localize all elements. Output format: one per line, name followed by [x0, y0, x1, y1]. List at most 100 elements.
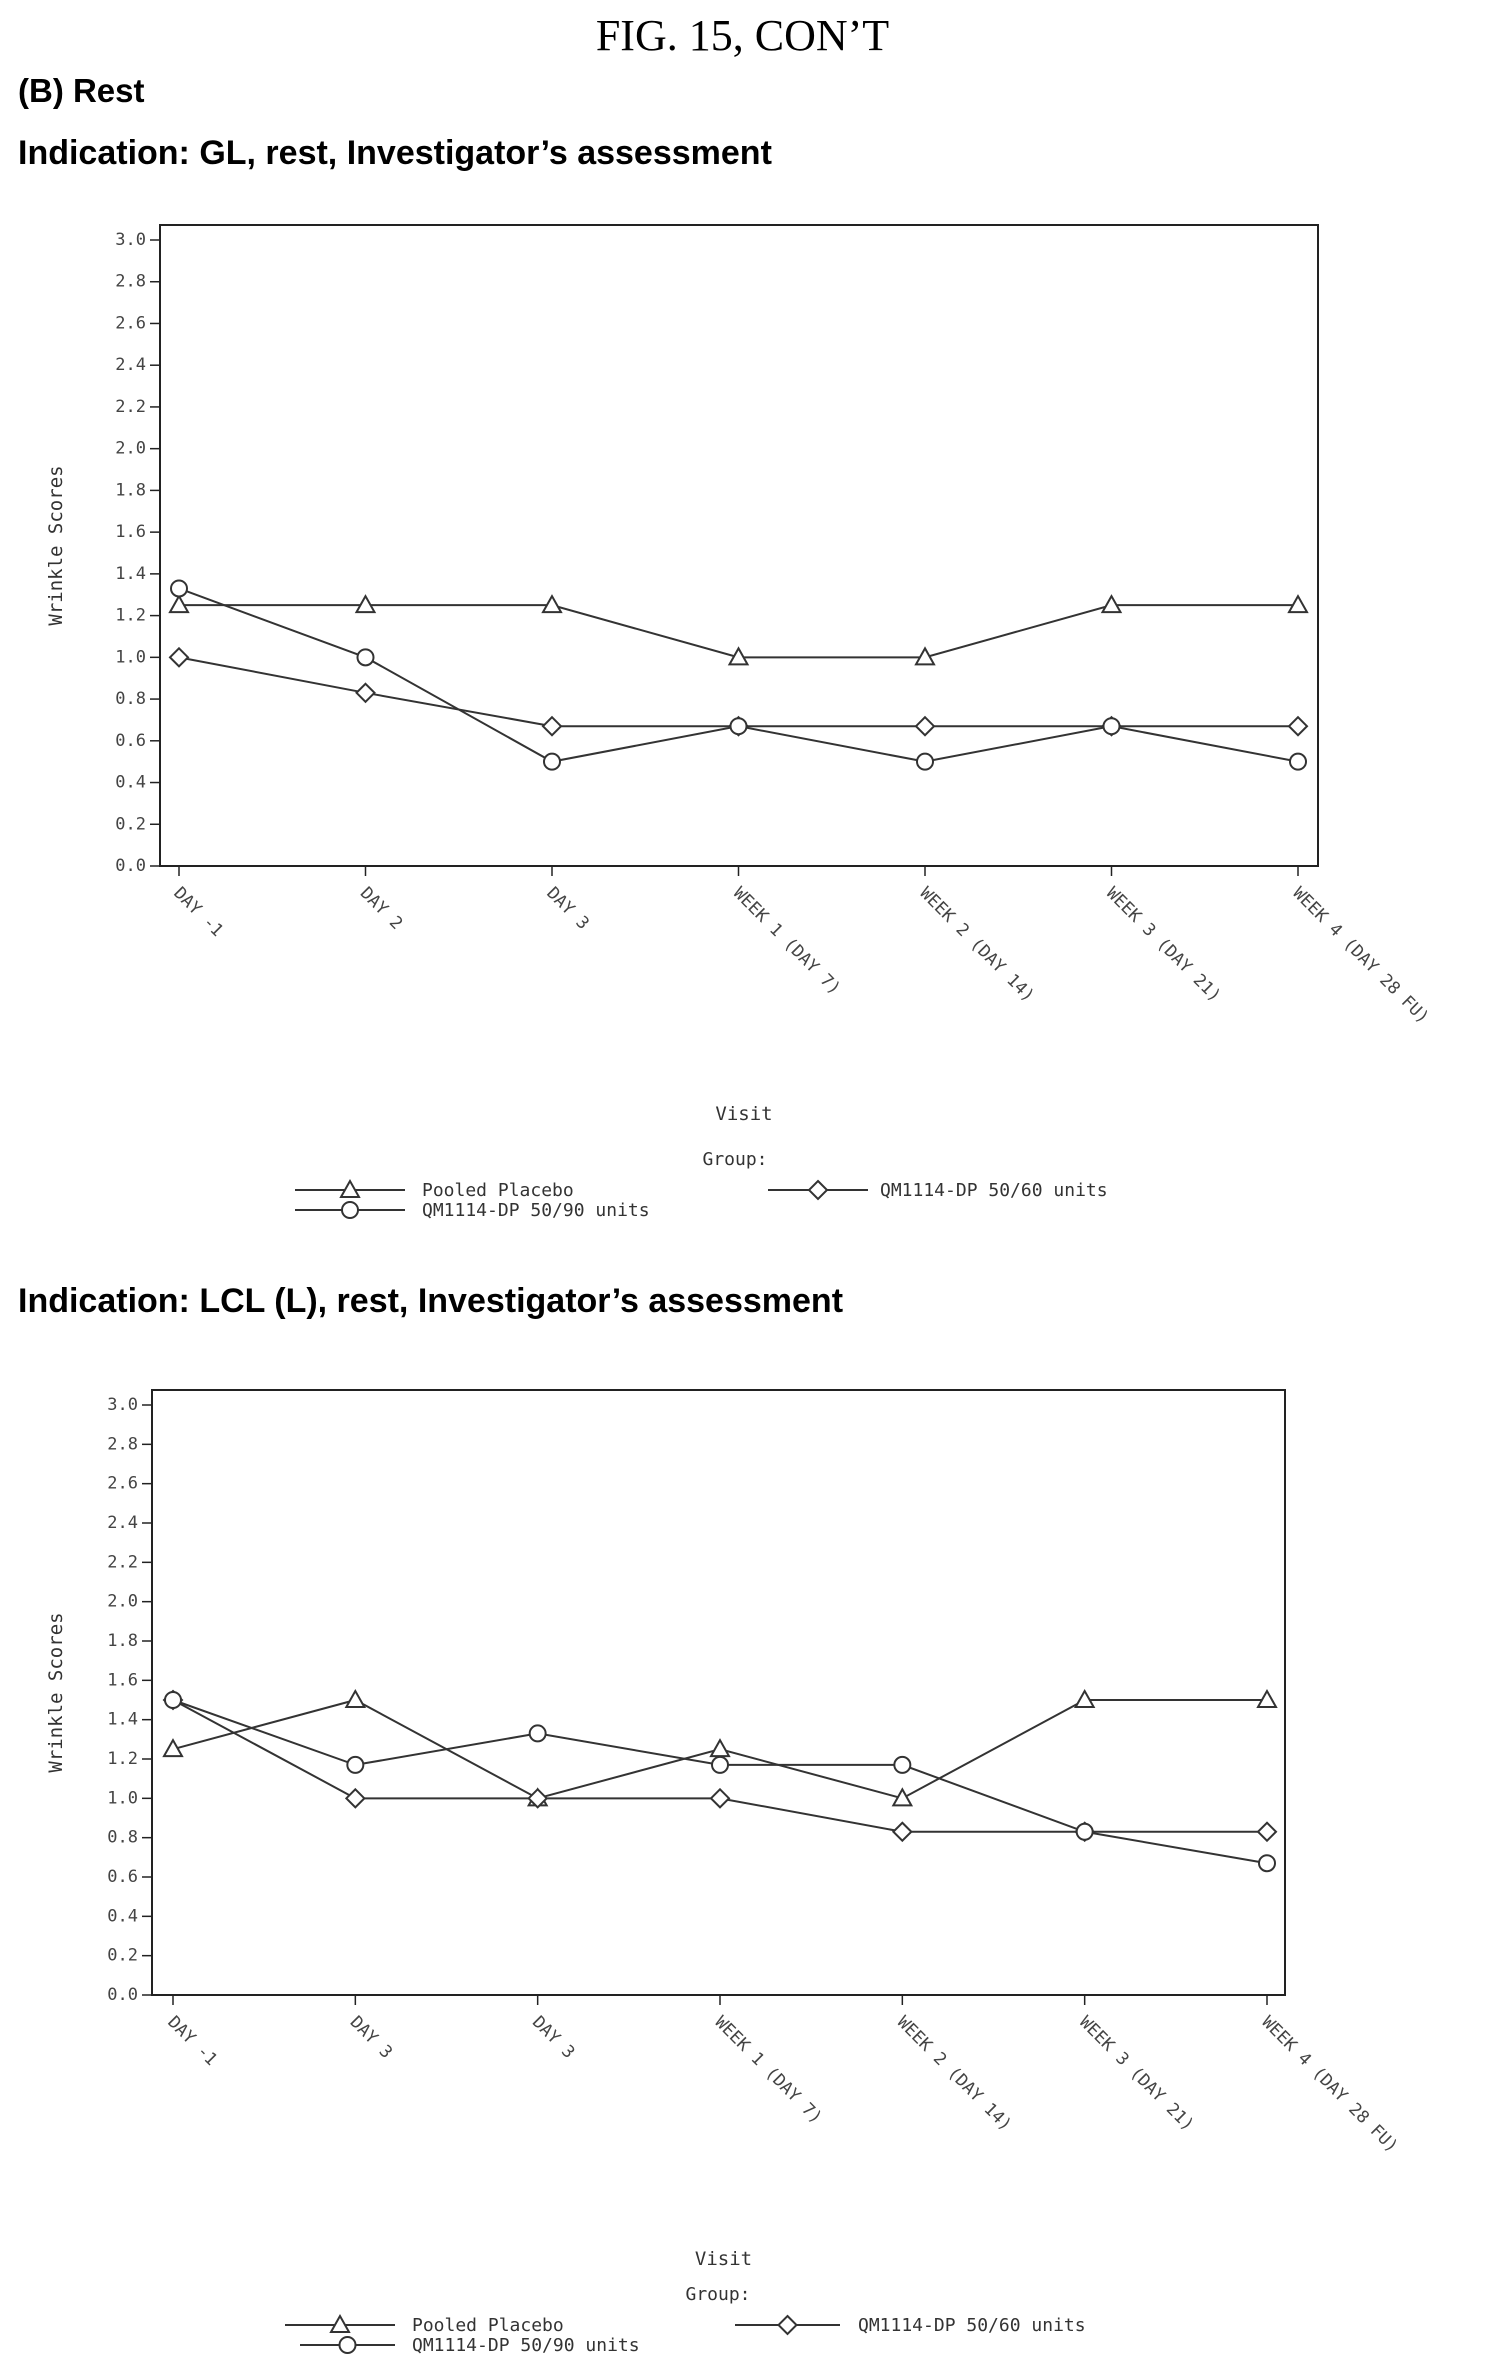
- y-tick-label: 0.6: [115, 731, 146, 751]
- y-tick-label: 2.6: [107, 1474, 138, 1494]
- y-tick-label: 1.8: [115, 480, 146, 500]
- legend-label: Pooled Placebo: [412, 2315, 564, 2336]
- data-point-triangle: [541, 594, 563, 614]
- data-point-circle: [346, 1755, 365, 1774]
- data-point-circle: [1258, 1854, 1276, 1873]
- y-tick-label: 1.4: [107, 1710, 138, 1730]
- x-tick-label: DAY -1: [163, 2012, 221, 2070]
- legend-label: QM1114-DP 50/60 units: [858, 2315, 1086, 2336]
- data-point-diamond: [891, 1821, 913, 1843]
- legend-marker-triangle: [339, 1178, 361, 1198]
- y-tick-label: 3.0: [107, 1395, 138, 1415]
- data-point-diamond: [527, 1787, 549, 1809]
- data-point-triangle: [344, 1688, 367, 1708]
- x-tick-label: DAY 2: [356, 883, 406, 933]
- x-tick-label: DAY 3: [542, 883, 592, 933]
- y-tick-label: 2.4: [107, 1513, 138, 1533]
- y-tick-label: 2.0: [115, 439, 146, 459]
- chart-1-indication-title: Indication: GL, rest, Investigator’s ass…: [18, 134, 772, 172]
- data-point-triangle: [709, 1738, 731, 1758]
- y-tick-label: 0.8: [115, 689, 146, 709]
- y-tick-label: 1.2: [115, 606, 146, 626]
- x-tick-label: DAY -1: [169, 883, 227, 941]
- y-tick-label: 1.2: [107, 1749, 138, 1769]
- legend-title: Group:: [702, 1149, 767, 1170]
- legend-marker-diamond: [807, 1179, 829, 1201]
- y-tick-label: 0.4: [115, 773, 146, 793]
- legend-entry: QM1114-DP 50/60 units: [735, 2314, 1086, 2336]
- data-point-diamond: [168, 646, 190, 668]
- legend-entry: QM1114-DP 50/60 units: [768, 1179, 1108, 1201]
- x-axis-label: Visit: [715, 1103, 772, 1125]
- data-point-diamond: [541, 715, 563, 737]
- series-circle: [164, 1691, 1276, 1873]
- x-tick-label: WEEK 2 (DAY 14): [893, 2012, 1016, 2135]
- x-tick-label: WEEK 4 (DAY 28 FU): [1288, 883, 1432, 1027]
- legend-entry: QM1114-DP 50/90 units: [300, 2335, 640, 2356]
- data-point-triangle: [1100, 594, 1123, 614]
- data-point-triangle: [1256, 1688, 1278, 1708]
- y-tick-label: 1.4: [115, 564, 146, 584]
- y-tick-label: 0.2: [115, 814, 146, 834]
- data-point-circle: [916, 752, 934, 771]
- chart-1-gl-rest: 0.0 0.2 0.4 0.6 0.8 1.0 1.2 1.4 1.6 1.8 2.0 2.2 2.4 2…: [45, 224, 1433, 1221]
- y-tick-label: 3.0: [115, 230, 146, 250]
- y-tick-label: 0.6: [107, 1867, 138, 1887]
- legend-entry: Pooled Placebo: [295, 1178, 574, 1201]
- figure-title: FIG. 15, CON’T: [595, 11, 890, 60]
- legend-label: Pooled Placebo: [422, 1180, 574, 1201]
- y-tick-label: 2.8: [115, 272, 146, 292]
- data-point-circle: [893, 1755, 912, 1774]
- y-tick-label: 0.4: [107, 1906, 138, 1926]
- y-tick-label: 2.2: [107, 1552, 138, 1572]
- y-tick-label: 0.0: [115, 856, 146, 876]
- data-point-diamond: [709, 1787, 731, 1809]
- legend-title: Group:: [685, 2284, 750, 2305]
- section-label: (B) Rest: [18, 72, 145, 109]
- data-point-circle: [356, 648, 375, 667]
- data-point-triangle: [1073, 1688, 1096, 1708]
- y-tick-label: 0.8: [107, 1828, 138, 1848]
- plot-frame: [159, 224, 1319, 867]
- data-point-circle: [711, 1755, 729, 1774]
- legend-marker-circle: [341, 1201, 359, 1219]
- data-point-circle: [170, 579, 188, 598]
- data-point-circle: [528, 1724, 547, 1743]
- y-tick-label: 0.0: [107, 1985, 138, 2005]
- y-tick-label: 2.6: [115, 313, 146, 333]
- x-tick-label: DAY 3: [346, 2012, 396, 2062]
- x-tick-label: WEEK 2 (DAY 14): [915, 883, 1038, 1006]
- y-tick-label: 2.4: [115, 355, 146, 375]
- y-axis-label: Wrinkle Scores: [45, 1612, 67, 1772]
- plot-frame: [151, 1389, 1286, 1996]
- data-point-diamond: [355, 682, 376, 704]
- data-point-circle: [1102, 717, 1121, 736]
- series-triangle: [168, 594, 1309, 666]
- y-tick-label: 1.8: [107, 1631, 138, 1651]
- data-point-triangle: [914, 646, 936, 666]
- data-point-triangle: [891, 1787, 914, 1807]
- y-tick-label: 2.8: [107, 1434, 138, 1454]
- data-point-triangle: [162, 1738, 184, 1758]
- x-tick-label: WEEK 3 (DAY 21): [1102, 883, 1225, 1006]
- data-point-diamond: [1256, 1821, 1278, 1843]
- y-tick-label: 1.0: [107, 1788, 138, 1808]
- legend-marker-diamond: [777, 2314, 798, 2336]
- y-tick-label: 1.0: [115, 647, 146, 667]
- y-tick-label: 1.6: [107, 1670, 138, 1690]
- data-point-triangle: [1287, 594, 1309, 614]
- x-axis-label: Visit: [695, 2248, 752, 2270]
- legend-marker-circle: [338, 2336, 357, 2354]
- series-line: [172, 1699, 1268, 1865]
- data-point-circle: [729, 717, 748, 736]
- data-point-circle: [164, 1691, 182, 1709]
- y-tick-label: 1.6: [115, 522, 146, 542]
- legend-label: QM1114-DP 50/60 units: [880, 1180, 1108, 1201]
- data-point-triangle: [354, 594, 377, 614]
- legend-label: QM1114-DP 50/90 units: [422, 1200, 650, 1221]
- x-tick-label: WEEK 1 (DAY 7): [729, 883, 844, 998]
- x-tick-label: WEEK 1 (DAY 7): [710, 2012, 825, 2127]
- legend-entry: Pooled Placebo: [285, 2313, 564, 2336]
- legend-label: QM1114-DP 50/90 units: [412, 2335, 640, 2356]
- x-tick-label: WEEK 3 (DAY 21): [1075, 2012, 1198, 2135]
